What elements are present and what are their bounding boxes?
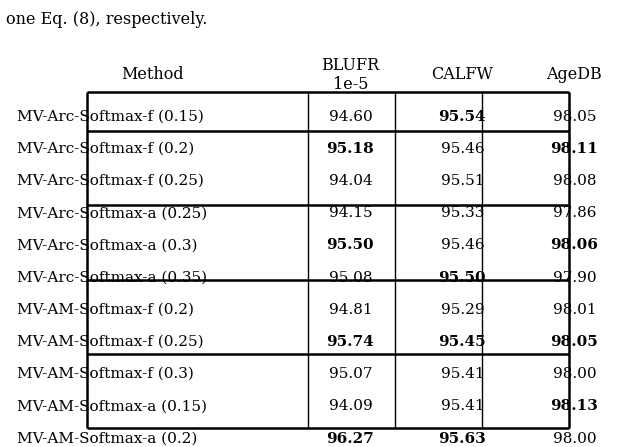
Text: 94.60: 94.60 [328, 110, 372, 124]
Text: 95.46: 95.46 [440, 238, 484, 253]
Text: 98.05: 98.05 [553, 110, 596, 124]
Text: MV-Arc-Softmax-a (0.3): MV-Arc-Softmax-a (0.3) [17, 238, 198, 253]
Text: Method: Method [121, 66, 183, 84]
Text: 95.41: 95.41 [440, 399, 484, 413]
Text: 94.81: 94.81 [328, 303, 372, 317]
Text: 95.46: 95.46 [440, 142, 484, 156]
Text: 95.29: 95.29 [440, 303, 484, 317]
Text: 95.18: 95.18 [326, 142, 374, 156]
Text: 95.74: 95.74 [326, 335, 374, 349]
Text: 98.06: 98.06 [550, 238, 598, 253]
Text: 97.90: 97.90 [552, 270, 596, 285]
Text: BLUFR
1e-5: BLUFR 1e-5 [321, 57, 380, 93]
Text: 98.01: 98.01 [552, 303, 596, 317]
Text: MV-AM-Softmax-a (0.15): MV-AM-Softmax-a (0.15) [17, 399, 207, 413]
Text: 98.00: 98.00 [552, 367, 596, 381]
Text: 94.09: 94.09 [328, 399, 372, 413]
Text: MV-Arc-Softmax-a (0.35): MV-Arc-Softmax-a (0.35) [17, 270, 207, 285]
Text: 95.45: 95.45 [438, 335, 486, 349]
Text: one Eq. (8), respectively.: one Eq. (8), respectively. [6, 11, 208, 28]
Text: MV-Arc-Softmax-f (0.2): MV-Arc-Softmax-f (0.2) [17, 142, 195, 156]
Text: 94.15: 94.15 [328, 206, 372, 220]
Text: 95.41: 95.41 [440, 367, 484, 381]
Text: CALFW: CALFW [431, 66, 493, 84]
Text: MV-Arc-Softmax-f (0.25): MV-Arc-Softmax-f (0.25) [17, 174, 204, 188]
Text: 95.51: 95.51 [441, 174, 484, 188]
Text: MV-AM-Softmax-f (0.25): MV-AM-Softmax-f (0.25) [17, 335, 204, 349]
Text: 98.11: 98.11 [550, 142, 598, 156]
Text: AgeDB: AgeDB [547, 66, 602, 84]
Text: 98.08: 98.08 [553, 174, 596, 188]
Text: 98.13: 98.13 [550, 399, 598, 413]
Text: 95.63: 95.63 [438, 431, 486, 446]
Text: 95.54: 95.54 [438, 110, 486, 124]
Text: MV-AM-Softmax-f (0.2): MV-AM-Softmax-f (0.2) [17, 303, 195, 317]
Text: MV-Arc-Softmax-f (0.15): MV-Arc-Softmax-f (0.15) [17, 110, 204, 124]
Text: 97.86: 97.86 [553, 206, 596, 220]
Text: 95.50: 95.50 [438, 270, 486, 285]
Text: 95.33: 95.33 [441, 206, 484, 220]
Text: 95.08: 95.08 [329, 270, 372, 285]
Text: 98.00: 98.00 [552, 431, 596, 446]
Text: 98.05: 98.05 [550, 335, 598, 349]
Text: 95.50: 95.50 [326, 238, 374, 253]
Text: MV-AM-Softmax-f (0.3): MV-AM-Softmax-f (0.3) [17, 367, 194, 381]
Text: MV-Arc-Softmax-a (0.25): MV-Arc-Softmax-a (0.25) [17, 206, 207, 220]
Text: 95.07: 95.07 [329, 367, 372, 381]
Text: 96.27: 96.27 [326, 431, 374, 446]
Text: MV-AM-Softmax-a (0.2): MV-AM-Softmax-a (0.2) [17, 431, 198, 446]
Text: 94.04: 94.04 [328, 174, 372, 188]
